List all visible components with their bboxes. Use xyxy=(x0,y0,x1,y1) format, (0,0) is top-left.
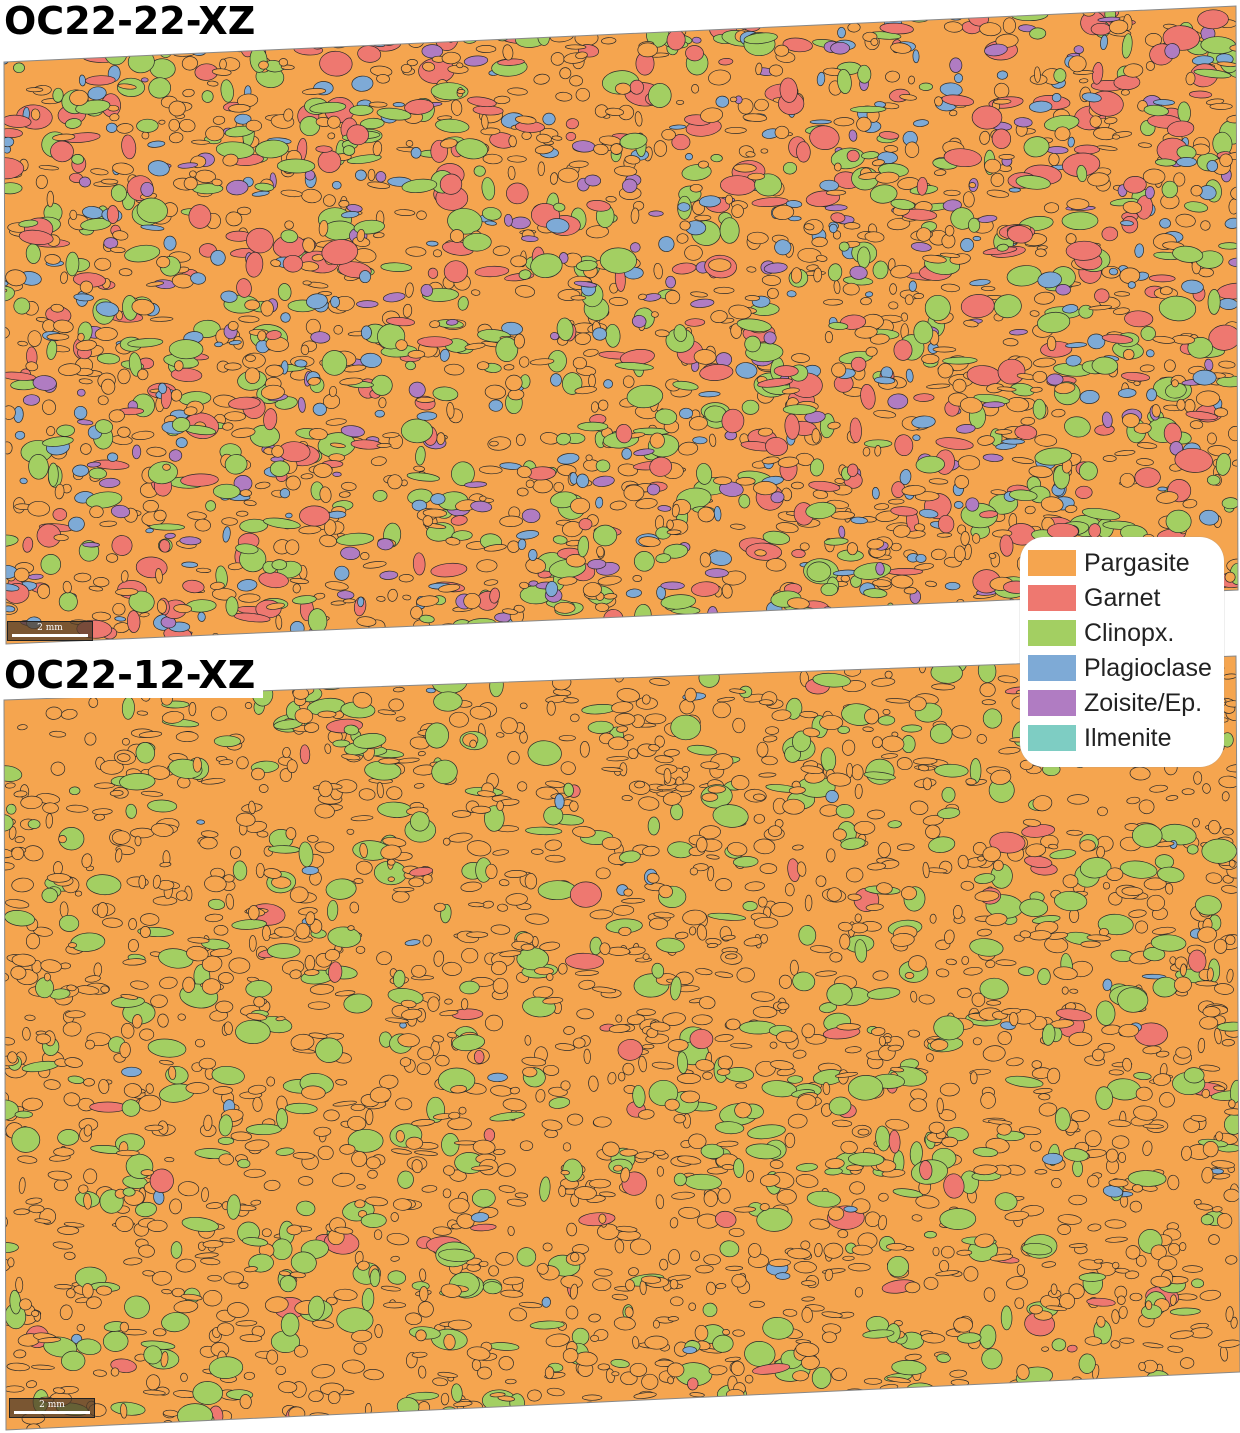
legend-label-plagioclase: Plagioclase xyxy=(1084,653,1212,682)
scale-bar-label-bottom: 2 mm xyxy=(39,1400,65,1410)
legend-label-zoisite: Zoisite/Ep. xyxy=(1084,688,1203,717)
phase-map-oc22-12 xyxy=(3,655,1240,1431)
legend-swatch-pargasite xyxy=(1028,550,1076,576)
scale-bar-top: 2 mm xyxy=(7,621,93,641)
scale-bar-label-top: 2 mm xyxy=(37,623,63,633)
scale-bar-line-top xyxy=(12,634,88,637)
legend-swatch-zoisite xyxy=(1028,690,1076,716)
phase-map-oc22-22 xyxy=(3,5,1239,645)
legend-item-zoisite: Zoisite/Ep. xyxy=(1028,688,1202,718)
legend-label-pargasite: Pargasite xyxy=(1084,548,1190,577)
legend-label-garnet: Garnet xyxy=(1084,583,1161,612)
phase-map-panel-oc22-22: OC22-22-XZ 2 mm xyxy=(0,0,1240,648)
scale-bar-bottom: 2 mm xyxy=(9,1398,95,1418)
sample-title-oc22-22: OC22-22-XZ xyxy=(2,0,264,44)
legend-label-ilmenite: Ilmenite xyxy=(1084,723,1172,752)
phase-map-panel-oc22-12: OC22-12-XZ 2 mm xyxy=(0,652,1240,1433)
legend-swatch-ilmenite xyxy=(1028,725,1076,751)
legend-item-ilmenite: Ilmenite xyxy=(1028,723,1172,753)
legend-swatch-plagioclase xyxy=(1028,655,1076,681)
scale-bar-line-bottom xyxy=(14,1411,90,1414)
legend-swatch-clinopx xyxy=(1028,620,1076,646)
sample-title-oc22-12: OC22-12-XZ xyxy=(2,652,264,698)
mineral-legend: Pargasite Garnet Clinopx. Plagioclase Zo… xyxy=(1020,537,1224,767)
legend-label-clinopx: Clinopx. xyxy=(1084,618,1175,647)
legend-swatch-garnet xyxy=(1028,585,1076,611)
legend-item-pargasite: Pargasite xyxy=(1028,548,1190,578)
legend-item-clinopx: Clinopx. xyxy=(1028,618,1174,648)
legend-item-plagioclase: Plagioclase xyxy=(1028,653,1212,683)
legend-item-garnet: Garnet xyxy=(1028,583,1160,613)
